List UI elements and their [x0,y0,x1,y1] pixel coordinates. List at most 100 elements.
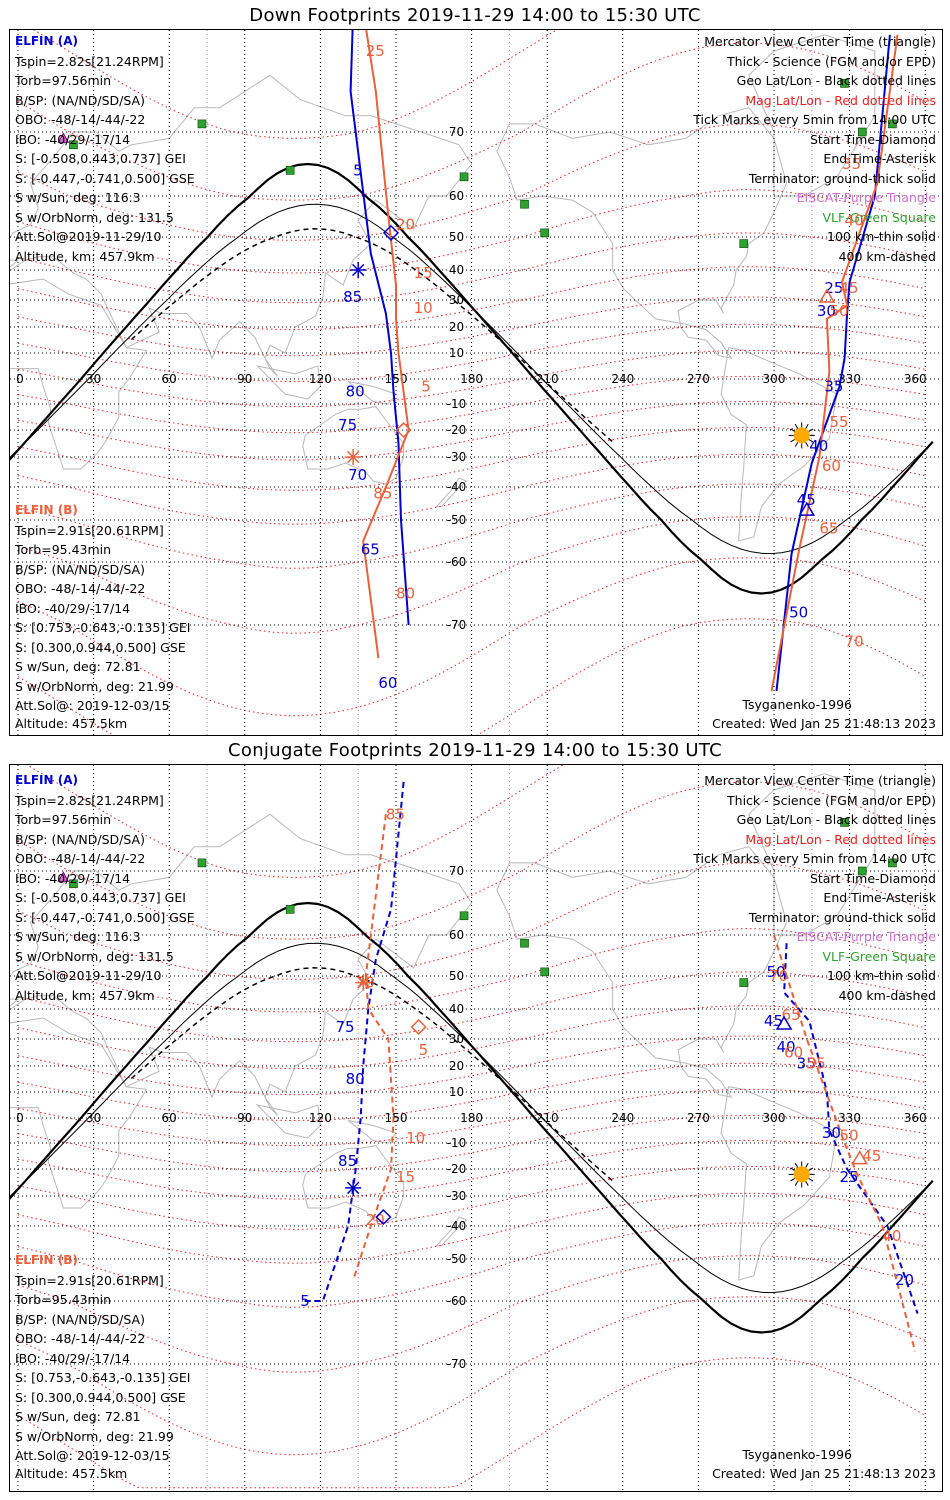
end-asterisk-icon [345,1179,362,1196]
elfin-b-line: S: [0.300,0.944,0.500] GSE [15,1389,186,1405]
tick-label: 35 [824,378,843,396]
legend-entry: EISCAT-Purple Triangle [796,190,936,205]
elfin-b-tick-labels-east: 35 40 45 50 55 60 [822,155,864,475]
lat-tick-label: 60 [449,189,464,203]
tick-label: 80 [346,1070,365,1088]
elfin-a-line: Tspin=2.82s[21.24RPM] [15,792,164,808]
mag-latitude-line [17,1222,926,1308]
lon-tick-label: 360 [904,1111,927,1125]
elfin-b-line: Tspin=2.91s[20.61RPM] [15,522,164,538]
lat-tick-label: -40 [447,1219,467,1233]
mag-latitude-line [17,971,926,1043]
elfin-b-header: ELFIN (B) [15,1253,78,1267]
elfin-a-line: Att.Sol@2019-11-29/10 [15,229,162,244]
tick-label: 45 [840,279,859,297]
lat-tick-label: -30 [447,1189,467,1203]
vlf-square-icon [888,119,897,129]
tick-label: 75 [338,416,357,434]
vlf-square-icon [739,239,749,248]
legend-entry: VLF-Green Square [822,209,936,225]
lon-tick-label: 30 [86,372,101,386]
terminator-line [10,162,934,595]
lon-tick-label: 300 [763,372,786,386]
elfin-b-line: S w/Sun, deg: 72.81 [15,1409,141,1424]
vlf-square-icon [840,79,849,88]
center-triangle-icon [818,288,836,303]
mag-latitude-line [17,232,926,304]
elfin-a-header: ELFIN (A) [15,773,78,787]
lat-tick-label: -40 [447,480,467,494]
elfin-b-line: S: [0.753,-0.643,-0.135] GEI [15,620,191,635]
legend-entry: End Time-Asterisk [823,151,936,166]
lat-tick-label: -70 [447,618,467,632]
created-timestamp: Created: Wed Jan 25 21:48:13 2023 [712,716,936,731]
elfin-b-line: S: [0.300,0.944,0.500] GSE [15,639,186,655]
elfin-a-line: IBO: -40/29/-17/14 [15,131,131,147]
elfin-b-line: Att.Sol@: 2019-12-03/15 [15,698,170,713]
center-triangle-icon [798,501,816,516]
mag-latitude-line [17,296,926,357]
elfin-b-line: S: [0.753,-0.643,-0.135] GEI [15,1370,191,1385]
elfin-b-line: B/SP: (NA/ND/SD/SA) [15,561,145,577]
legend-entry: Tick Marks every 5min from 14:00 UTC [693,851,936,866]
elfin-b-track-east [773,934,917,1352]
elfin-a-track-east [775,34,891,692]
elfin-b-track [352,814,395,1281]
legend-entry: Geo Lat/Lon - Black dotted lines [736,73,936,88]
continent-outline [347,381,397,405]
model-label: Tsyganenko-1996 [742,697,852,712]
tick-label: 60 [784,1044,803,1062]
continent-outline [10,74,473,377]
elfin-a-line: B/SP: (NA/ND/SD/SA) [15,92,145,108]
mag-latitude-line [17,781,926,940]
elfin-b-altitude: Altitude: 457.5km [15,716,128,731]
tick-label: 85 [343,288,362,306]
elfin-b-track [362,30,410,659]
axis-labels: 0 30 60 90 120 150 180 210 240 270 300 330 360 70 60 50… [16,125,926,632]
lat-tick-label: 50 [449,969,464,983]
lon-tick-label: 360 [904,372,927,386]
conjugate-footprints-title: Conjugate Footprints 2019-11-29 14:00 to… [228,740,722,761]
elfin-a-track-east [783,943,919,1314]
conjugate-map: 0 30 60 90 120 150 180 210 240 270 300 330 360 70 60 50… [10,765,942,1491]
tick-label: 75 [336,1018,355,1036]
lon-tick-label: 270 [687,1111,710,1125]
lat-tick-label: -10 [447,397,467,411]
tick-label: 85 [373,485,392,503]
continent-outline [10,1017,148,1209]
mag-latitude-line [17,1357,926,1489]
sun-ray [808,428,814,432]
mag-latitude-line [17,1088,926,1147]
lat-tick-label: 70 [449,125,464,139]
legend-entry: 100 km-thin solid [827,968,936,983]
elfin-a-line: S: [-0.508,0.443,0.737] GEI [15,890,186,905]
elfin-b-line: OBO: -48/-14/-44/-22 [15,581,146,596]
lon-tick-label: 330 [838,1111,861,1125]
mag-latitude-line [17,266,926,331]
tick-label: 5 [419,1041,429,1059]
vlf-square-icon [197,858,207,868]
lat-tick-label: 60 [449,928,464,942]
elfin-b-line: S w/OrbNorm, deg: 21.99 [15,678,174,694]
vlf-square-icon [739,978,749,987]
vlf-sites [69,79,897,248]
elfin-a-line: S w/OrbNorm, deg: 131.5 [15,209,174,225]
elfin-a-track [302,781,405,1302]
lat-tick-label: 50 [449,230,464,244]
vlf-square-icon [840,818,849,827]
continent-outline [435,1216,468,1247]
lat-tick-label: 10 [449,1085,464,1099]
eiscat-triangle-icon [57,871,70,882]
asterisk-stroke [346,1181,360,1195]
elfin-a-line: S: [-0.508,0.443,0.737] GEI [15,151,186,166]
geographic-grid [10,765,942,1491]
elfin-b-tick-labels: 85705101520 [356,805,429,1229]
mag-latitude-line [17,1005,926,1070]
sun-ray [805,442,809,447]
lon-tick-label: 180 [460,1111,483,1125]
elfin-b-line: OBO: -48/-14/-44/-22 [15,1331,146,1346]
tick-label: 20 [396,216,415,234]
elfin-a-line: S w/OrbNorm, deg: 131.5 [15,948,174,964]
tick-label: 70 [769,967,788,985]
